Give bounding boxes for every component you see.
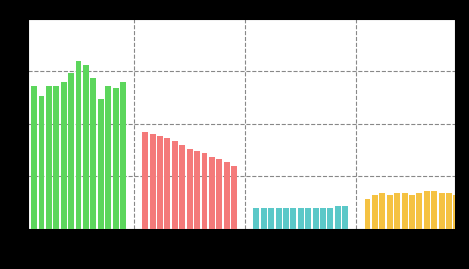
Bar (113, 88, 119, 229)
Bar (424, 191, 430, 229)
Bar (298, 208, 304, 229)
Bar (202, 153, 207, 229)
Bar (157, 136, 163, 229)
Bar (313, 208, 318, 229)
Bar (439, 193, 445, 229)
Bar (231, 166, 237, 229)
Bar (387, 195, 393, 229)
Bar (68, 73, 74, 229)
Bar (172, 140, 178, 229)
Bar (290, 208, 296, 229)
Bar (416, 193, 422, 229)
Bar (105, 86, 111, 229)
Bar (327, 208, 333, 229)
Bar (431, 191, 437, 229)
Bar (76, 61, 82, 229)
Bar (401, 193, 408, 229)
Bar (209, 157, 215, 229)
Bar (224, 161, 230, 229)
Bar (31, 86, 37, 229)
Bar (372, 195, 378, 229)
Bar (283, 208, 289, 229)
Bar (446, 193, 452, 229)
Bar (120, 82, 126, 229)
Bar (216, 160, 222, 229)
Bar (194, 151, 200, 229)
Bar (91, 77, 96, 229)
Bar (394, 193, 400, 229)
Bar (335, 206, 341, 229)
Bar (320, 208, 326, 229)
Bar (165, 139, 170, 229)
Bar (342, 206, 348, 229)
Bar (53, 86, 59, 229)
Bar (253, 208, 259, 229)
Bar (187, 149, 193, 229)
Bar (409, 195, 415, 229)
Bar (261, 208, 267, 229)
Bar (150, 134, 156, 229)
Bar (142, 132, 148, 229)
Bar (61, 82, 67, 229)
Bar (276, 208, 281, 229)
Bar (268, 208, 274, 229)
Bar (46, 86, 52, 229)
Bar (379, 193, 385, 229)
Bar (83, 65, 89, 229)
Bar (454, 195, 459, 229)
Bar (305, 208, 311, 229)
Bar (179, 145, 185, 229)
Bar (38, 97, 45, 229)
Bar (98, 98, 104, 229)
Bar (364, 199, 371, 229)
